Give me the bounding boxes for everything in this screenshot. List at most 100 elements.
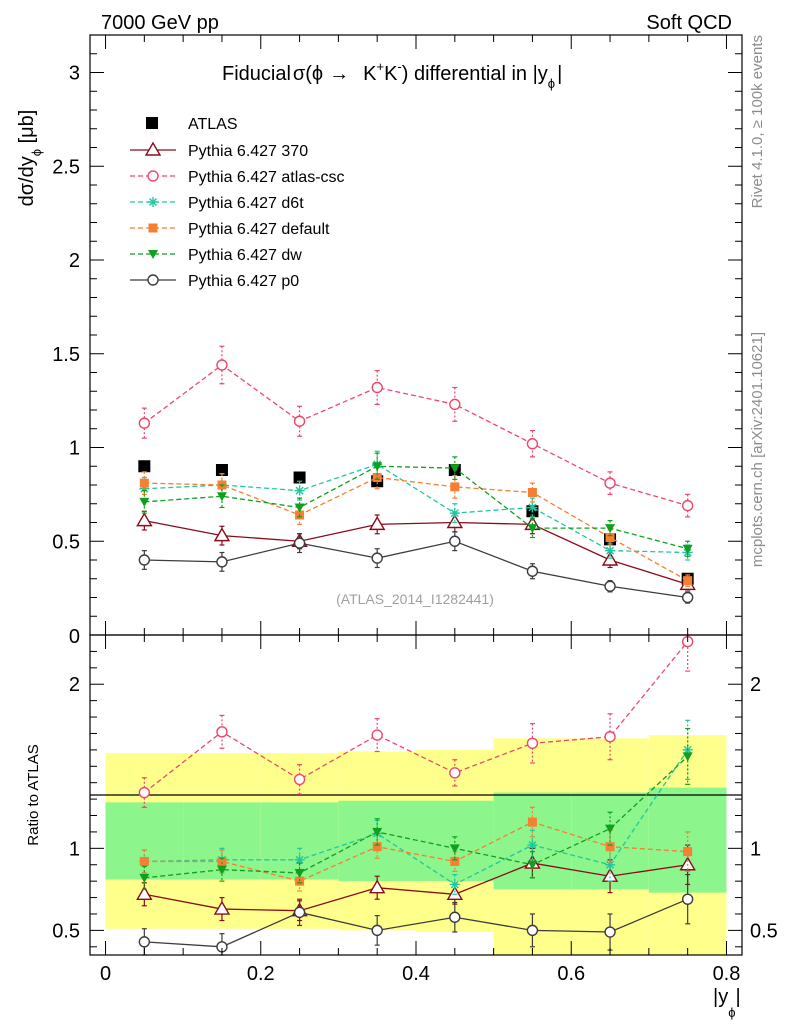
main-series bbox=[136, 345, 696, 604]
ratio-marker-4-4 bbox=[449, 844, 460, 854]
xlabel-sub: ϕ bbox=[728, 1005, 735, 1020]
title-k2-sup: - bbox=[397, 59, 401, 74]
series-marker-0-6 bbox=[601, 551, 619, 566]
ratio-marker-4-2 bbox=[294, 868, 305, 878]
xtick-label-0: 0 bbox=[100, 963, 111, 985]
series-marker-1-1 bbox=[216, 359, 228, 371]
ratio-marker-5-3 bbox=[371, 924, 383, 937]
series-marker-2-4 bbox=[449, 508, 460, 519]
ratio-marker-2-4-stroke-3 bbox=[450, 880, 459, 889]
series-marker-5-7 bbox=[681, 591, 694, 604]
ratio-marker-2-4 bbox=[449, 879, 460, 890]
series-marker-4-6 bbox=[605, 524, 616, 534]
series-marker-1-4 bbox=[449, 398, 461, 411]
legend-label-1: Pythia 6.427 atlas-csc bbox=[188, 169, 345, 186]
series-marker-0-1 bbox=[213, 527, 231, 542]
ratio-marker-3-0 bbox=[139, 856, 149, 866]
series-marker-5-2 bbox=[293, 537, 306, 549]
ratio-marker-4-7 bbox=[682, 752, 693, 762]
xlabel-post: | bbox=[735, 986, 740, 1008]
ratio-marker-2-6 bbox=[605, 859, 616, 870]
plot-title: Fiducial σ(ϕ → K+K-) differential in |yϕ | bbox=[222, 59, 562, 91]
ratio-marker-5-0 bbox=[138, 936, 151, 948]
main-ytick-label-3: 2 bbox=[69, 250, 80, 272]
main-ytick-label-4: 2.5 bbox=[52, 156, 80, 178]
ratio-band-green-2 bbox=[260, 802, 339, 880]
main-ytick-label-0: 0.5 bbox=[52, 531, 80, 553]
series-marker-3-0 bbox=[139, 478, 149, 488]
series-marker-4-4 bbox=[449, 464, 460, 474]
legend-entry-1: Pythia 6.427 atlas-csc bbox=[130, 169, 345, 186]
legend-entry-0: Pythia 6.427 370 bbox=[130, 141, 308, 160]
legend-entry-atlas: ATLAS bbox=[146, 116, 238, 133]
series-line-5 bbox=[144, 540, 688, 599]
title-k1: K bbox=[363, 63, 377, 85]
series-marker-4-5 bbox=[527, 524, 538, 534]
ratio-marker-3-4 bbox=[450, 856, 460, 866]
series-4 bbox=[139, 452, 693, 557]
legend-label-2: Pythia 6.427 d6t bbox=[188, 195, 304, 212]
title-close: | bbox=[557, 63, 562, 85]
ratio-line-2 bbox=[144, 749, 689, 886]
series-marker-1-5 bbox=[526, 438, 539, 450]
legend-marker-3 bbox=[148, 223, 158, 233]
ratio-ytick-label-left-1: 1 bbox=[69, 838, 80, 860]
ratio-marker-5-4 bbox=[449, 911, 461, 923]
series-line-2 bbox=[144, 463, 688, 554]
ratio-marker-3-6 bbox=[605, 842, 615, 852]
legend-marker-2 bbox=[148, 197, 158, 207]
series-marker-0-0 bbox=[136, 512, 153, 527]
series-line-1 bbox=[143, 364, 688, 507]
ratio-marker-0-3 bbox=[368, 879, 386, 894]
side-mcplots-label: mcplots.cern.ch [arXiv:2401.10621] bbox=[749, 332, 766, 567]
header-right: Soft QCD bbox=[646, 12, 732, 34]
series-marker-5-0 bbox=[138, 554, 151, 566]
xtick-label-3: 0.6 bbox=[557, 963, 585, 985]
main-ylabel: dσ/dyϕ [μb] bbox=[16, 110, 44, 207]
series-marker-1-3 bbox=[371, 381, 383, 394]
series-marker-4-0 bbox=[139, 497, 150, 507]
series-marker-3-6 bbox=[605, 533, 615, 542]
series-marker-5-5 bbox=[526, 565, 539, 577]
series-5 bbox=[138, 531, 694, 604]
ratio-series-4 bbox=[139, 727, 693, 890]
ratio-marker-3-5 bbox=[527, 817, 537, 827]
series-marker-2-2 bbox=[294, 485, 305, 496]
ratio-marker-4-0 bbox=[139, 873, 150, 883]
series-marker-3-7 bbox=[683, 576, 693, 586]
series-marker-1-7 bbox=[681, 499, 694, 512]
axis-tick-labels: 0 0.5 1 1.5 2 2.5 3 0.5 0.5 1 1 2 2 0 0.2 0.4 0.6 0.8 bbox=[52, 63, 778, 986]
series-line-3 bbox=[144, 476, 688, 582]
ratio-marker-2-5-stroke-3 bbox=[528, 841, 537, 850]
ratio-ytick-label-right-2: 2 bbox=[750, 674, 761, 696]
ratio-marker-5-7 bbox=[681, 893, 694, 905]
series-marker-5-3 bbox=[371, 552, 383, 564]
legend-marker-0 bbox=[144, 141, 162, 156]
ratio-line-5 bbox=[144, 898, 688, 948]
series-marker-5-1 bbox=[216, 556, 228, 568]
ratio-line-0 bbox=[144, 862, 688, 912]
ratio-marker-1-4 bbox=[449, 767, 461, 779]
legend-marker-2-stroke-3 bbox=[149, 198, 157, 206]
xlabel-pre: |y bbox=[713, 986, 728, 1008]
series-line-0 bbox=[144, 519, 688, 585]
analysis-watermark: (ATLAS_2014_I1282441) bbox=[336, 591, 494, 607]
main-ytick-label-5: 3 bbox=[69, 63, 80, 85]
legend-marker-5 bbox=[147, 274, 159, 286]
legend-marker-1 bbox=[147, 170, 159, 182]
ratio-marker-0-4 bbox=[446, 885, 464, 900]
title-sigma: σ(ϕ bbox=[293, 63, 323, 85]
series-marker-2-2-stroke-3 bbox=[295, 486, 304, 495]
ratio-marker-2-2 bbox=[294, 854, 305, 865]
ratio-marker-4-1 bbox=[216, 865, 227, 875]
ratio-marker-1-3 bbox=[371, 729, 383, 741]
ratio-marker-4-3 bbox=[372, 827, 383, 837]
title-k1-sup: + bbox=[376, 59, 384, 74]
ratio-marker-0-0 bbox=[136, 885, 153, 900]
main-ytick-label-1: 1 bbox=[69, 438, 80, 460]
ratio-marker-3-7 bbox=[683, 847, 693, 857]
legend-label-4: Pythia 6.427 dw bbox=[188, 247, 302, 264]
ratio-marker-3-1 bbox=[217, 856, 227, 866]
xtick-label-1: 0.2 bbox=[247, 963, 275, 985]
